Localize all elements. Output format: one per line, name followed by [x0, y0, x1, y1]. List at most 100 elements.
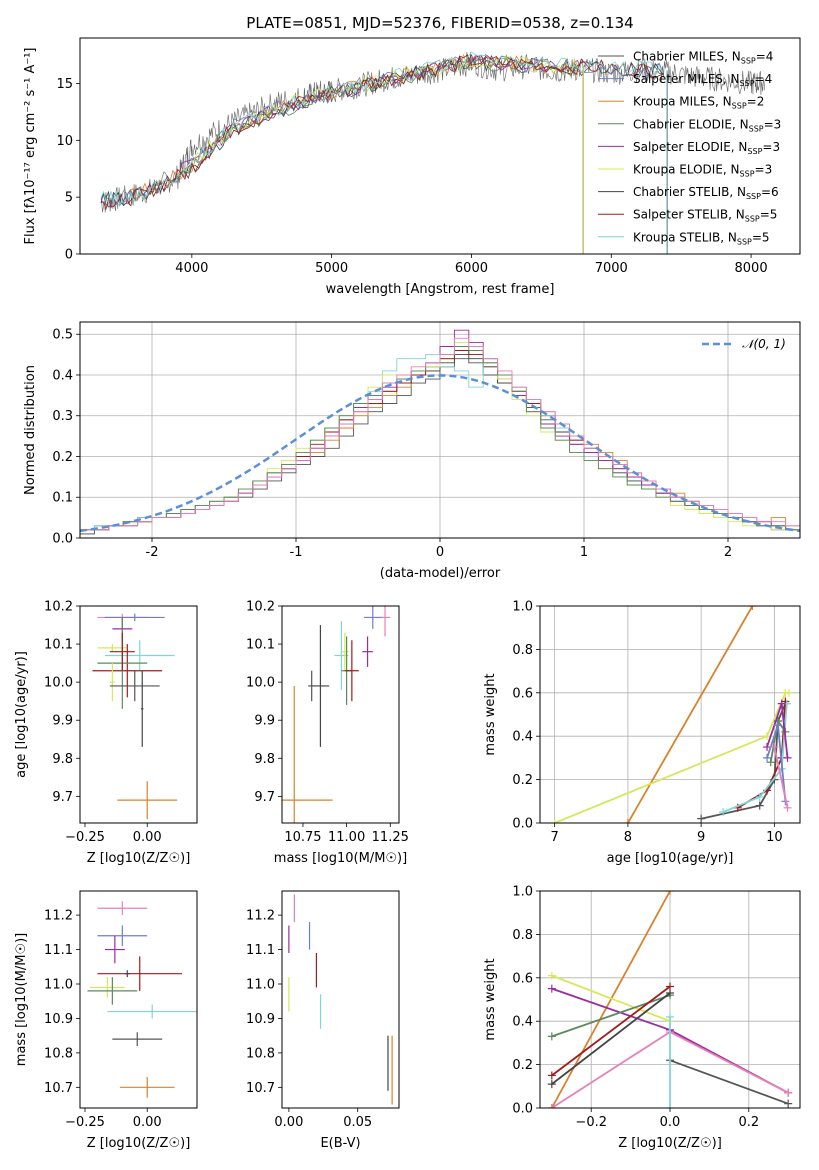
- weight-marker: [550, 819, 559, 823]
- spectrum-plot-area: [100, 51, 765, 254]
- x-tick-label: 10: [766, 830, 783, 845]
- y-tick-label: 10: [56, 134, 73, 149]
- y-tick-label: 0.2: [512, 773, 533, 788]
- error-bar-point: [112, 1032, 163, 1046]
- x-tick-label: 6000: [455, 261, 488, 276]
- weight-line: [773, 746, 789, 808]
- weight-marker: [766, 758, 775, 767]
- y-tick-label: 10.9: [44, 1012, 73, 1027]
- x-tick-label: -1: [290, 545, 303, 560]
- y-tick-label: 0.3: [52, 409, 73, 424]
- weight-marker: [783, 803, 792, 812]
- y-tick-label: 9.9: [52, 714, 73, 729]
- error-bar-point: [119, 1077, 175, 1098]
- figure-title: PLATE=0851, MJD=52376, FIBERID=0538, z=0…: [246, 14, 633, 32]
- legend-label: Salpeter STELIB, NSSP=5: [633, 208, 777, 224]
- weight-marker: [763, 743, 772, 752]
- histogram-series: [80, 337, 800, 538]
- error-bar-point: [308, 670, 316, 702]
- x-tick-label: 9: [697, 830, 705, 845]
- weight-marker: [783, 753, 792, 762]
- plot-frame: [281, 605, 400, 824]
- legend-label: Salpeter MILES, NSSP=4: [633, 72, 772, 88]
- y-tick-label: 11.0: [44, 978, 73, 993]
- residuals-plot-area: [80, 329, 800, 538]
- legend-label: Kroupa STELIB, NSSP=5: [633, 230, 770, 246]
- y-tick-label: 9.9: [254, 714, 275, 729]
- massweight_vs_age-panel: 7 8 9 10 0.0 0.2 0.4 0.6 0.8 1.0 age [log10(age/yr…: [483, 600, 801, 866]
- error-bar-area: [282, 606, 391, 823]
- x-tick-label: 0.00: [274, 1115, 303, 1130]
- y-tick-label: 15: [56, 77, 73, 92]
- y-tick-label: 0.8: [512, 643, 533, 658]
- y-tick-label: 0.0: [512, 1102, 533, 1117]
- y-axis-label: age [log10(age/yr)]: [14, 651, 29, 778]
- x-tick-label: −0.25: [65, 830, 105, 845]
- y-axis-label: mass [log10(M/M☉)]: [14, 933, 29, 1066]
- mass_vs_EBV-panel: 0.00 0.05 10.7 10.8 10.9 11.0 11.1 11.2 E(B-V): [246, 890, 400, 1151]
- plot-frame: [79, 321, 801, 539]
- error-bar-point: [107, 1004, 197, 1019]
- legend-label: Chabrier STELIB, NSSP=6: [633, 185, 779, 201]
- x-axis-label: Z [log10(Z/Z☉)]: [87, 851, 191, 866]
- error-bar-area: [87, 901, 197, 1098]
- weight-line: [551, 974, 671, 1023]
- line-plot-area: [547, 891, 793, 1108]
- weight-line: [722, 703, 788, 813]
- weight-line: [551, 992, 671, 1085]
- spectrum-panel: 4000 5000 6000 7000 8000 0 5 10 15 wavelength [An…: [23, 37, 801, 297]
- weight-marker: [547, 971, 556, 980]
- x-axis-label: age [log10(age/yr)]: [607, 851, 734, 866]
- y-tick-label: 9.7: [254, 790, 275, 805]
- error-bar-point: [97, 956, 183, 991]
- y-axis-label: Flux [fλ10⁻¹⁷ erg cm⁻² s⁻¹ A⁻¹]: [23, 48, 38, 245]
- weight-marker: [770, 743, 779, 752]
- x-tick-label: 11.00: [328, 830, 365, 845]
- error-bar-point: [341, 632, 349, 671]
- y-tick-label: 0.6: [512, 686, 533, 701]
- y-tick-label: 0: [65, 248, 73, 263]
- y-tick-label: 1.0: [512, 885, 533, 900]
- model-spectrum-line: [100, 51, 664, 206]
- x-tick-label: 10.75: [284, 830, 321, 845]
- weight-marker: [748, 606, 757, 610]
- weight-marker: [785, 688, 794, 697]
- error-bar-area: [92, 613, 178, 820]
- weight-marker: [697, 814, 706, 823]
- error-bar-point: [92, 644, 163, 698]
- y-tick-label: 0.4: [512, 1015, 533, 1030]
- mass_vs_Z-panel: −0.25 0.00 10.7 10.8 10.9 11.0 11.1 11.2 Z [log1…: [14, 890, 198, 1151]
- x-tick-label: 2: [724, 545, 732, 560]
- weight-marker: [755, 801, 764, 810]
- weight-line: [554, 691, 789, 823]
- y-tick-label: 0.5: [52, 328, 73, 343]
- error-bar-point: [109, 632, 135, 671]
- legend: Chabrier MILES, NSSP=4 Salpeter MILES, NS…: [598, 50, 781, 246]
- model-spectrum-line: [177, 54, 581, 180]
- error-bar-point: [124, 970, 130, 978]
- x-tick-label: 0.00: [133, 830, 162, 845]
- weight-marker: [755, 792, 764, 801]
- weight-marker: [763, 753, 772, 762]
- x-axis-label: Z [log10(Z/Z☉)]: [87, 1136, 191, 1151]
- y-tick-label: 9.8: [254, 752, 275, 767]
- y-axis-label: Normed distribution: [23, 365, 38, 495]
- plot-frame: [539, 605, 801, 824]
- y-axis-label: mass weight: [483, 958, 498, 1040]
- weight-marker: [666, 1104, 674, 1108]
- error-bar-point: [109, 663, 115, 702]
- y-tick-label: 9.7: [52, 790, 73, 805]
- y-axis-label: mass weight: [483, 673, 498, 755]
- error-bar-point: [364, 606, 382, 629]
- y-tick-label: 10.9: [246, 1012, 275, 1027]
- weight-marker: [784, 1088, 793, 1097]
- model-spectrum-line: [100, 54, 664, 208]
- error-bar-point: [97, 901, 148, 916]
- weight-marker: [666, 1012, 674, 1021]
- y-tick-label: 0.2: [52, 450, 73, 465]
- y-tick-label: 0.4: [52, 368, 73, 383]
- massweight_vs_Z-panel: −0.2 0.0 0.2 0.0 0.2 0.4 0.6 0.8 1.0 Z [log10(Z/Z…: [483, 885, 801, 1151]
- y-tick-label: 10.8: [44, 1046, 73, 1061]
- y-tick-label: 10.2: [44, 600, 73, 615]
- y-tick-label: 10.0: [44, 676, 73, 691]
